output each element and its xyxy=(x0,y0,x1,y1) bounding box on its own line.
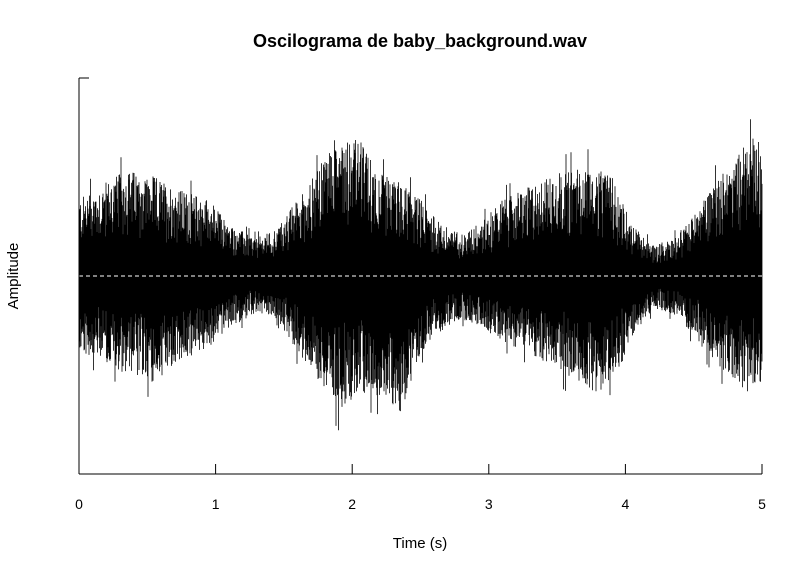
chart-title: Oscilograma de baby_background.wav xyxy=(253,31,587,51)
plot-area xyxy=(78,119,763,431)
y-axis-label: Amplitude xyxy=(5,243,22,310)
x-axis-label: Time (s) xyxy=(393,535,447,552)
x-tick-label: 3 xyxy=(485,496,493,512)
x-tick-label: 4 xyxy=(622,496,630,512)
x-tick-label: 2 xyxy=(348,496,356,512)
waveform-series xyxy=(78,119,763,431)
x-tick-label: 5 xyxy=(758,496,766,512)
x-tick-label: 0 xyxy=(75,496,83,512)
axes: 0 1 2 3 4 5 xyxy=(75,77,766,512)
x-tick-label: 1 xyxy=(212,496,220,512)
